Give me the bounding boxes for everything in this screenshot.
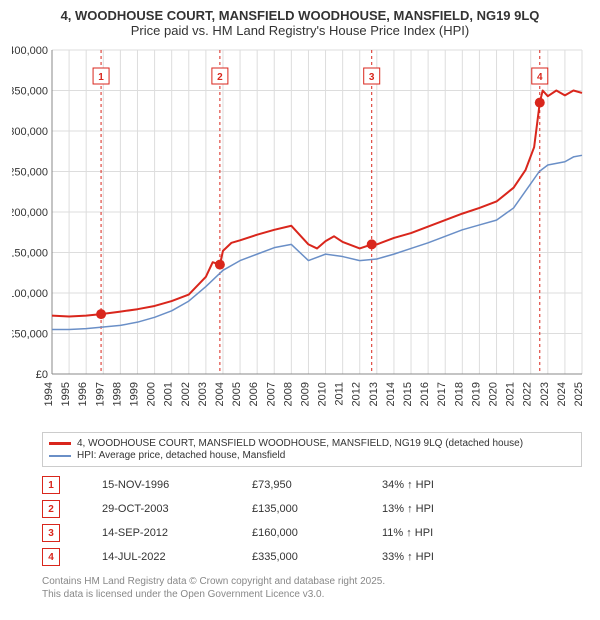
sales-row: 4 14-JUL-2022£335,00033% ↑ HPI [42,545,582,569]
legend-item: HPI: Average price, detached house, Mans… [49,450,575,461]
sale-vs-hpi: 13% ↑ HPI [382,503,522,515]
svg-text:£300,000: £300,000 [12,126,48,138]
svg-text:2025: 2025 [573,382,585,406]
title-line-2: Price paid vs. HM Land Registry's House … [12,23,588,38]
sale-date: 14-JUL-2022 [102,551,252,563]
svg-text:2006: 2006 [248,382,260,406]
legend-swatch [49,455,71,457]
svg-text:1999: 1999 [128,382,140,406]
svg-text:2009: 2009 [299,382,311,406]
svg-text:1996: 1996 [77,382,89,406]
svg-text:2003: 2003 [197,382,209,406]
svg-text:£200,000: £200,000 [12,207,48,219]
svg-text:1994: 1994 [43,382,55,406]
svg-text:2008: 2008 [282,382,294,406]
footnote: Contains HM Land Registry data © Crown c… [42,575,588,601]
sale-marker-pill: 3 [42,524,60,542]
svg-text:2012: 2012 [351,382,363,406]
svg-text:2016: 2016 [419,382,431,406]
sales-row: 1 15-NOV-1996£73,95034% ↑ HPI [42,473,582,497]
svg-text:1997: 1997 [94,382,106,406]
svg-text:2022: 2022 [522,382,534,406]
svg-text:2001: 2001 [163,382,175,406]
svg-text:£400,000: £400,000 [12,45,48,57]
svg-text:4: 4 [537,72,543,83]
sale-marker-pill: 1 [42,476,60,494]
svg-text:2018: 2018 [453,382,465,406]
svg-text:£50,000: £50,000 [12,329,48,341]
svg-text:2017: 2017 [436,382,448,406]
svg-text:£100,000: £100,000 [12,288,48,300]
svg-text:2020: 2020 [488,382,500,406]
svg-text:2: 2 [217,72,223,83]
svg-text:2019: 2019 [470,382,482,406]
svg-text:£250,000: £250,000 [12,167,48,179]
sale-price: £73,950 [252,479,382,491]
svg-text:3: 3 [369,72,375,83]
chart-svg: £0 £50,000 £100,000 £150,000 £200,000 £250,00… [12,44,588,424]
sales-table: 1 15-NOV-1996£73,95034% ↑ HPI 2 29-OCT-2003… [42,473,582,569]
svg-text:2005: 2005 [231,382,243,406]
svg-text:2014: 2014 [385,382,397,406]
sales-row: 2 29-OCT-2003£135,00013% ↑ HPI [42,497,582,521]
sale-date: 29-OCT-2003 [102,503,252,515]
legend-item: 4, WOODHOUSE COURT, MANSFIELD WOODHOUSE,… [49,438,575,449]
svg-text:2002: 2002 [180,382,192,406]
sale-vs-hpi: 33% ↑ HPI [382,551,522,563]
svg-text:2007: 2007 [265,382,277,406]
svg-text:£350,000: £350,000 [12,86,48,98]
sale-date: 15-NOV-1996 [102,479,252,491]
sale-price: £335,000 [252,551,382,563]
svg-text:1: 1 [98,72,104,83]
svg-text:2000: 2000 [146,382,158,406]
sale-marker-pill: 2 [42,500,60,518]
price-chart: £0 £50,000 £100,000 £150,000 £200,000 £250,00… [12,44,588,424]
sale-vs-hpi: 34% ↑ HPI [382,479,522,491]
legend-label: 4, WOODHOUSE COURT, MANSFIELD WOODHOUSE,… [77,438,523,449]
sale-price: £160,000 [252,527,382,539]
svg-text:2024: 2024 [556,382,568,406]
legend: 4, WOODHOUSE COURT, MANSFIELD WOODHOUSE,… [42,432,582,467]
svg-text:2013: 2013 [368,382,380,406]
footnote-line-1: Contains HM Land Registry data © Crown c… [42,575,588,588]
svg-text:£150,000: £150,000 [12,248,48,260]
svg-text:2011: 2011 [334,382,346,406]
svg-text:2015: 2015 [402,382,414,406]
svg-text:2021: 2021 [505,382,517,406]
legend-swatch [49,442,71,445]
sale-date: 14-SEP-2012 [102,527,252,539]
svg-text:2010: 2010 [317,382,329,406]
svg-text:1995: 1995 [60,382,72,406]
title-line-1: 4, WOODHOUSE COURT, MANSFIELD WOODHOUSE,… [12,8,588,23]
legend-label: HPI: Average price, detached house, Mans… [77,450,285,461]
svg-text:2023: 2023 [539,382,551,406]
sale-marker-pill: 4 [42,548,60,566]
sales-row: 3 14-SEP-2012£160,00011% ↑ HPI [42,521,582,545]
sale-vs-hpi: 11% ↑ HPI [382,527,522,539]
sale-price: £135,000 [252,503,382,515]
svg-text:1998: 1998 [111,382,123,406]
svg-text:2004: 2004 [214,382,226,406]
chart-title: 4, WOODHOUSE COURT, MANSFIELD WOODHOUSE,… [12,8,588,38]
svg-text:£0: £0 [36,369,48,381]
footnote-line-2: This data is licensed under the Open Gov… [42,588,588,601]
